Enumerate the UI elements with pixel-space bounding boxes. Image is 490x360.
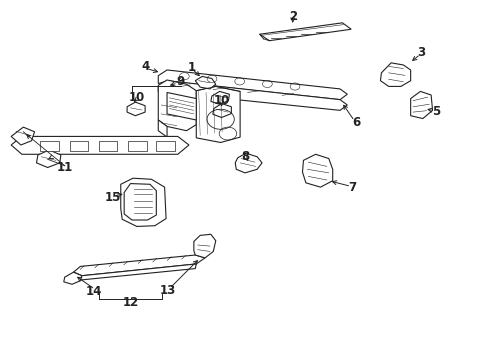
Polygon shape xyxy=(260,23,351,41)
Text: 6: 6 xyxy=(352,116,360,129)
Polygon shape xyxy=(36,150,61,167)
Polygon shape xyxy=(235,153,262,173)
Bar xyxy=(40,141,59,152)
Bar xyxy=(99,141,117,152)
Polygon shape xyxy=(211,91,229,104)
Polygon shape xyxy=(213,104,231,117)
Text: 3: 3 xyxy=(417,46,425,59)
Text: 10: 10 xyxy=(214,94,230,107)
Text: 15: 15 xyxy=(104,191,121,204)
Polygon shape xyxy=(380,63,411,86)
Text: 8: 8 xyxy=(241,150,249,163)
Polygon shape xyxy=(158,70,347,100)
Polygon shape xyxy=(72,264,196,280)
Bar xyxy=(70,141,88,152)
Text: 2: 2 xyxy=(289,10,297,23)
Polygon shape xyxy=(158,120,167,137)
Polygon shape xyxy=(167,93,196,120)
Polygon shape xyxy=(11,136,189,154)
Polygon shape xyxy=(194,234,216,258)
Bar xyxy=(156,141,175,152)
Polygon shape xyxy=(64,272,82,284)
Polygon shape xyxy=(124,184,156,220)
Text: 4: 4 xyxy=(141,60,149,73)
Polygon shape xyxy=(74,255,205,276)
Text: 10: 10 xyxy=(129,91,145,104)
Text: 14: 14 xyxy=(86,285,102,298)
Text: 11: 11 xyxy=(57,161,73,174)
Polygon shape xyxy=(196,76,216,89)
Text: 9: 9 xyxy=(176,75,185,88)
Text: 12: 12 xyxy=(122,296,139,309)
Polygon shape xyxy=(127,102,145,116)
Text: 5: 5 xyxy=(432,105,440,118)
Polygon shape xyxy=(196,86,240,143)
Text: 1: 1 xyxy=(187,61,196,74)
Polygon shape xyxy=(158,81,347,111)
Polygon shape xyxy=(411,91,433,118)
Polygon shape xyxy=(121,178,166,226)
Polygon shape xyxy=(11,127,34,145)
Text: 7: 7 xyxy=(348,181,356,194)
Polygon shape xyxy=(158,80,196,131)
Text: 13: 13 xyxy=(160,284,176,297)
Bar xyxy=(128,141,147,152)
Polygon shape xyxy=(302,154,333,187)
